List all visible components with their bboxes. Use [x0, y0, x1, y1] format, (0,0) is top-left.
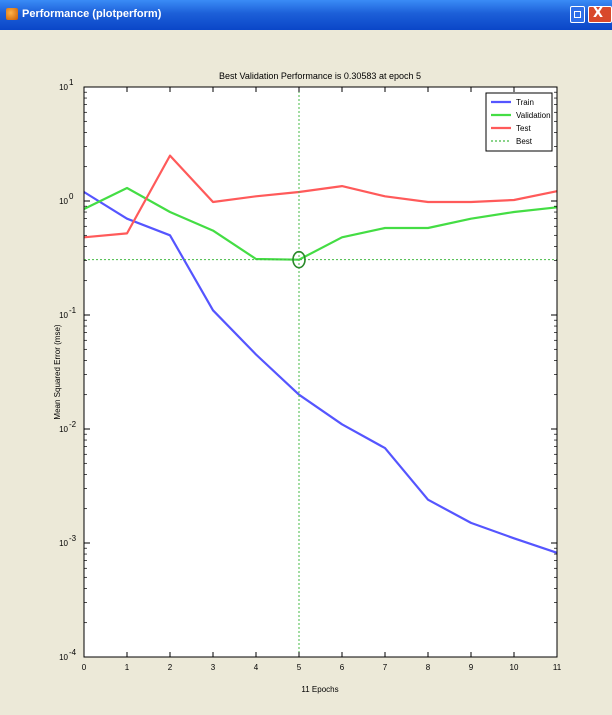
x-axis: 0 1 2 3 4 5 6 7 8 9 10 11 [82, 87, 562, 672]
y-tick-label: 10 [59, 197, 68, 206]
x-tick-label: 10 [510, 663, 519, 672]
best-layer [84, 87, 557, 657]
legend-label-best: Best [516, 137, 533, 146]
series-line-test [83, 154, 558, 239]
legend-label-validation: Validation [516, 111, 551, 120]
y-tick-label: 10 [59, 539, 68, 548]
x-tick-label: 2 [168, 663, 173, 672]
x-tick-label: 3 [211, 663, 216, 672]
x-tick-label: 9 [469, 663, 474, 672]
y-axis-label: Mean Squared Error (mse) [53, 324, 62, 419]
restore-icon [574, 11, 581, 18]
plot-background [84, 87, 557, 657]
best-point-marker [292, 250, 306, 269]
window-title: Performance (plotperform) [22, 8, 162, 20]
x-tick-label: 4 [254, 663, 259, 672]
x-tick-label: 6 [340, 663, 345, 672]
y-tick-exponent: 1 [69, 78, 74, 87]
x-tick-label: 0 [82, 663, 87, 672]
x-tick-label: 11 [553, 663, 562, 672]
y-tick-exponent: 0 [69, 192, 74, 201]
performance-chart: Best Validation Performance is 0.30583 a… [53, 71, 562, 694]
plot-frame [83, 86, 558, 658]
y-tick-exponent: -4 [69, 648, 77, 657]
y-tick-label: 10 [59, 425, 68, 434]
y-tick-exponent: -1 [69, 306, 77, 315]
y-tick-label: 10 [59, 83, 68, 92]
chart-title: Best Validation Performance is 0.30583 a… [219, 71, 421, 81]
x-tick-label: 5 [297, 663, 302, 672]
y-tick-label: 10 [59, 653, 68, 662]
legend[interactable]: Train Validation Test Best [485, 92, 553, 152]
y-tick-label: 10 [59, 311, 68, 320]
close-icon: X [593, 6, 604, 21]
x-axis-label: 11 Epochs [301, 685, 338, 694]
title-bar[interactable]: Performance (plotperform) X [0, 0, 612, 30]
x-tick-label: 8 [426, 663, 431, 672]
close-button[interactable]: X [588, 6, 612, 23]
series-layer [83, 154, 558, 554]
x-tick-label: 7 [383, 663, 388, 672]
legend-label-train: Train [516, 98, 534, 107]
restore-button[interactable] [570, 6, 585, 23]
y-tick-exponent: -3 [69, 534, 77, 543]
matlab-icon [6, 8, 18, 20]
series-line-validation [83, 186, 558, 261]
legend-label-test: Test [516, 124, 531, 133]
series-line-train [83, 191, 558, 554]
x-tick-label: 1 [125, 663, 130, 672]
y-tick-exponent: -2 [69, 420, 77, 429]
figure-area: Best Validation Performance is 0.30583 a… [4, 30, 612, 715]
